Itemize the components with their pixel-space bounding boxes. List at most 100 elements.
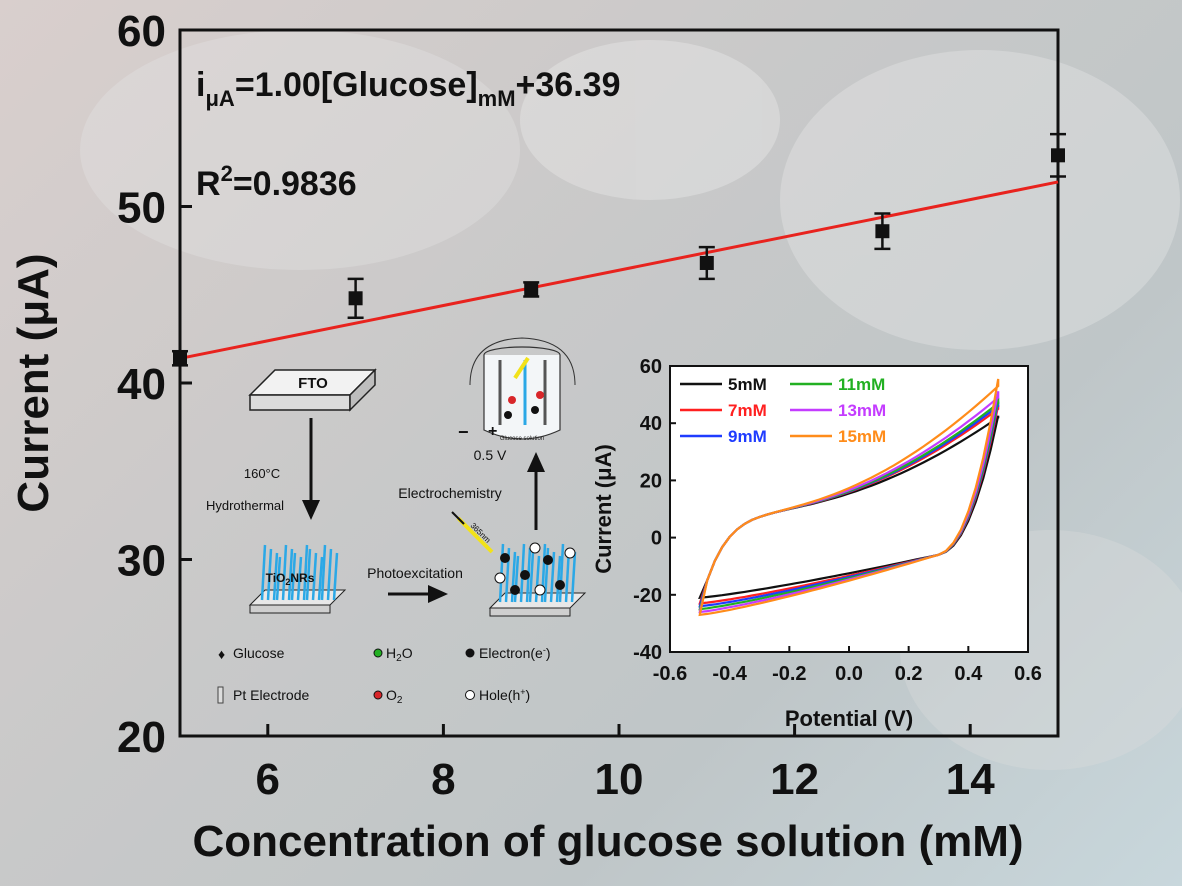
inset-y-tick-label: 0 <box>651 528 662 550</box>
legend-label: 15mM <box>838 427 886 446</box>
fto-label: FTO <box>298 375 328 392</box>
inset-legend-item: 11mM <box>790 375 885 394</box>
nanorod <box>305 548 312 601</box>
inset-y-tick-label: 40 <box>640 413 662 435</box>
minus-sign: − <box>458 422 469 442</box>
main-x-tick-label: 12 <box>770 755 819 804</box>
legend-label: 13mM <box>838 401 886 420</box>
solution-label: Glucose solution <box>500 436 544 442</box>
electron-marker <box>465 648 475 658</box>
hole-marker <box>465 690 475 700</box>
nanorod <box>549 551 556 603</box>
inset-legend-item: 15mM <box>790 427 886 446</box>
tio2-nanorods: TiO2NRs <box>248 544 347 614</box>
inset-x-tick-label: -0.4 <box>712 663 747 685</box>
point-marker <box>699 255 714 270</box>
point-marker <box>348 291 363 306</box>
r-squared-label: R2=0.9836 <box>196 161 357 203</box>
main-x-tick-label: 14 <box>946 755 995 804</box>
data-point <box>172 349 188 367</box>
main-y-tick-label: 40 <box>117 360 166 409</box>
arrow-down-head <box>302 500 320 520</box>
nanorod <box>281 544 288 601</box>
h2o-marker <box>373 648 383 658</box>
o2-marker <box>373 690 383 700</box>
nanorod <box>290 552 297 601</box>
cv-curve <box>698 378 1000 617</box>
inset-legend-item: 13mM <box>790 401 886 420</box>
main-y-ticks: 20 30 40 50 60 <box>117 7 192 762</box>
inset-x-tick-label: -0.2 <box>772 663 806 685</box>
schematic-legend: ♦ Glucose H2O Electron(e-) Pt Electrode … <box>217 645 550 706</box>
pt-electrode-marker <box>217 686 224 704</box>
point-marker <box>875 224 890 239</box>
excited-nanorods <box>488 542 587 617</box>
inset-legend-item: 9mM <box>680 427 767 446</box>
nanorod <box>534 555 541 603</box>
nanorod <box>272 552 279 601</box>
point-marker <box>524 282 539 297</box>
inset-legend-item: 7mM <box>680 401 767 420</box>
legend-label: 11mM <box>838 375 885 394</box>
nanorod <box>320 544 327 601</box>
legend-h2o: H2O <box>386 645 413 664</box>
inset-x-axis-label: Potential (V) <box>785 706 913 731</box>
data-point <box>698 245 715 281</box>
photoexcitation-label: Photoexcitation <box>367 565 463 581</box>
inset-y-tick-label: -20 <box>633 585 662 607</box>
nanorod <box>528 551 535 603</box>
fto-substrate: FTO <box>248 368 377 412</box>
legend-glucose: Glucose <box>233 645 285 661</box>
nanorod <box>570 551 577 603</box>
data-point <box>523 281 540 298</box>
plus-sign: + <box>488 423 497 440</box>
inset-x-tick-label: 0.4 <box>954 663 983 685</box>
inset-y-tick-label: -40 <box>633 642 662 664</box>
glucose-marker: ♦ <box>218 646 225 662</box>
electrochemistry-label: Electrochemistry <box>398 485 501 501</box>
inset-x-ticks: -0.6 -0.4 -0.2 0.0 0.2 0.4 0.6 <box>653 646 1042 685</box>
fit-equation: iμA=1.00[Glucose]mM+36.39 <box>196 66 621 111</box>
inset-x-tick-label: 0.0 <box>835 663 863 685</box>
main-x-tick-label: 6 <box>256 755 280 804</box>
inset-x-tick-label: 0.6 <box>1014 663 1042 685</box>
data-points <box>172 132 1066 367</box>
inset-y-axis-label: Current (μA) <box>591 444 616 574</box>
nanorod <box>558 543 565 603</box>
voltage-label: 0.5 V <box>474 447 507 463</box>
data-point <box>1050 132 1066 178</box>
main-chart: 20 30 40 50 60 6 8 10 12 14 iμA=1.00[Glucose]mM+… <box>9 7 1066 866</box>
legend-pt: Pt Electrode <box>233 687 309 703</box>
main-x-ticks: 6 8 10 12 14 <box>256 724 995 804</box>
inset-chart: -40 -20 0 20 40 60 -0.6 -0.4 -0.2 0.0 0.2 0.4 0.6 5… <box>591 356 1042 731</box>
legend-o2: O2 <box>386 687 403 706</box>
main-y-tick-label: 60 <box>117 7 166 56</box>
inset-x-tick-label: -0.6 <box>653 663 687 685</box>
legend-label: 5mM <box>728 375 767 394</box>
inset-legend: 5mM 7mM 9mM 11mM 13mM 15mM <box>680 375 886 446</box>
inset-curves <box>698 378 1000 617</box>
point-marker <box>1051 148 1065 163</box>
arrow-up-head <box>527 452 545 472</box>
nanorod <box>311 552 318 601</box>
nanorod <box>275 556 282 601</box>
main-y-tick-label: 20 <box>117 713 166 762</box>
inset-y-tick-label: 20 <box>640 470 662 492</box>
temp-label: 160°C <box>244 466 280 481</box>
nanorod <box>287 548 294 601</box>
data-point <box>347 277 364 319</box>
main-x-tick-label: 10 <box>595 755 644 804</box>
electrochemical-cell: Glucose solution − + 0.5 V <box>458 337 576 463</box>
main-y-tick-label: 30 <box>117 537 166 586</box>
inset-y-ticks: -40 -20 0 20 40 60 <box>633 356 676 664</box>
legend-electron: Electron(e-) <box>479 645 550 661</box>
main-y-tick-label: 50 <box>117 184 166 233</box>
nanorod <box>260 544 267 601</box>
hydrothermal-label: Hydrothermal <box>206 498 284 513</box>
arrow-right-head <box>428 585 448 603</box>
background-texture <box>80 30 1182 770</box>
nanorod <box>266 548 273 601</box>
schematic: FTO 160°C Hydrothermal TiO2NRs Photoexci… <box>206 337 587 706</box>
nanorod <box>555 555 562 603</box>
